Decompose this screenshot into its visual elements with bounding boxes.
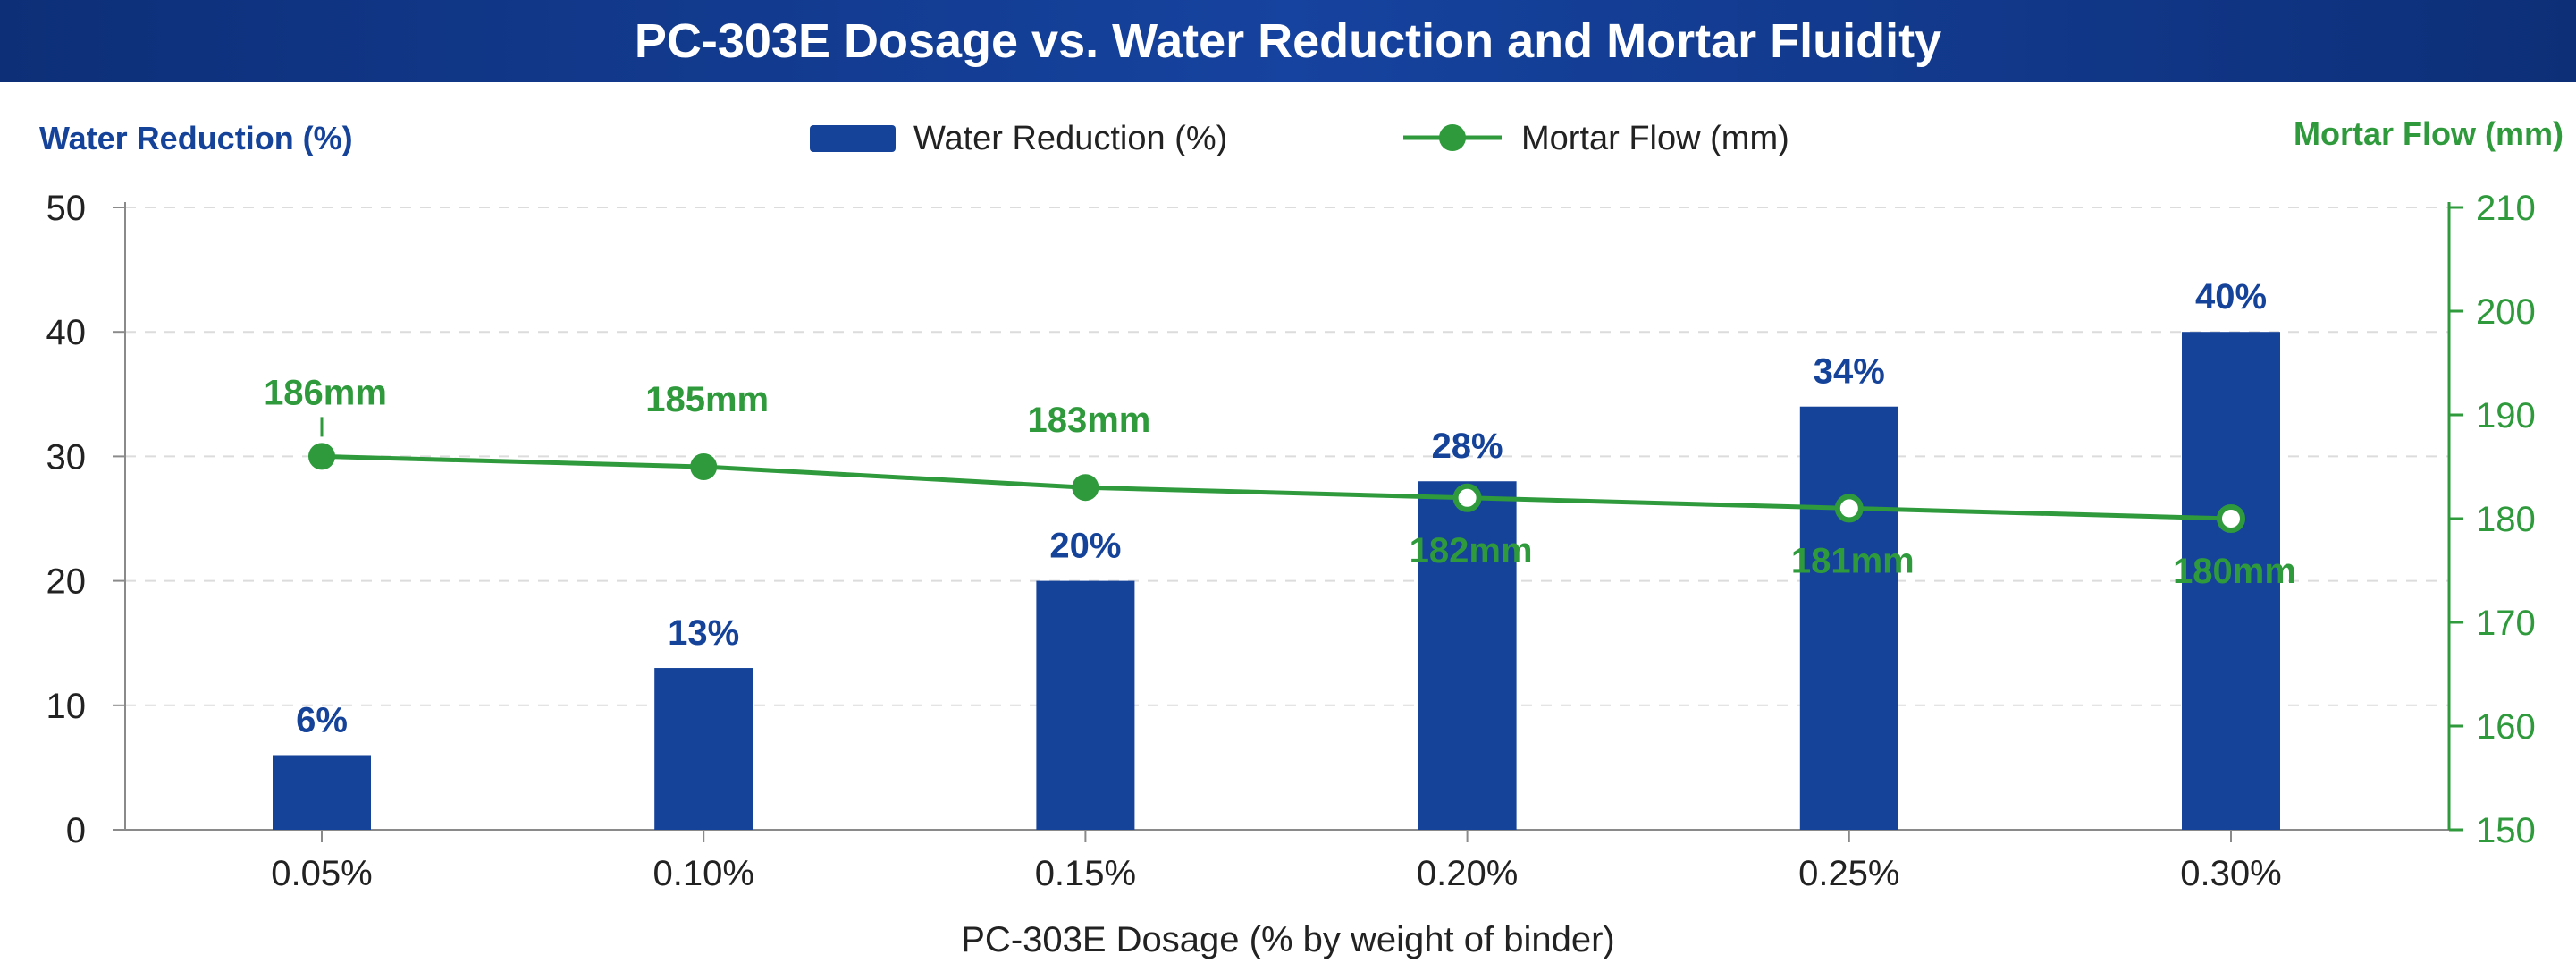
y-left-tick-label: 30 [46,437,87,477]
bar [2182,332,2280,830]
x-tick-label: 0.20% [1417,854,1518,893]
legend-bar-label: Water Reduction (%) [913,120,1227,157]
legend-line-label: Mortar Flow (mm) [1521,120,1789,157]
line-series [308,443,2245,533]
y-right-tick-label: 150 [2476,811,2536,850]
bar-value-label: 20% [1049,527,1121,566]
flow-value-label: 180mm [2173,552,2296,591]
bar [273,755,371,830]
y-right-tick-label: 200 [2476,292,2536,332]
y-left-tick-label: 10 [46,687,87,726]
y-left-tick-label: 0 [66,811,86,850]
bar [654,668,753,830]
axes: Water Reduction (%) Mortar Flow (mm) PC-… [39,115,2563,959]
legend-bar-swatch [810,125,896,152]
y-right-tick-label: 170 [2476,604,2536,643]
y-right-tick-label: 160 [2476,707,2536,747]
bar-value-label: 13% [668,613,739,653]
flow-point [1072,474,1099,502]
flow-value-label: 182mm [1410,531,1533,570]
x-tick-label: 0.25% [1798,854,1899,893]
x-tick-label: 0.15% [1035,854,1136,893]
y-left-tick-label: 40 [46,313,87,352]
flow-value-label: 185mm [645,380,769,419]
y-right-tick-label: 210 [2476,189,2536,228]
bar [1418,481,1517,830]
data-labels: 6% 13% 20% 28% 34% 40% 186mm 185mm 183mm 182mm 181… [264,277,2296,739]
title-bar: PC-303E Dosage vs. Water Reduction and M… [0,0,2576,82]
x-tick-label: 0.30% [2180,854,2281,893]
flow-point [308,443,335,470]
x-tick-label: 0.05% [271,854,372,893]
bar-value-label: 6% [296,700,348,739]
y-left-tick-label: 20 [46,562,87,602]
flow-line [321,453,2232,521]
bar [1799,406,1898,830]
y-right-tick-label: 180 [2476,500,2536,539]
chart-title: PC-303E Dosage vs. Water Reduction and M… [634,14,1942,68]
x-axis-title: PC-303E Dosage (% by weight of binder) [961,920,1614,959]
flow-value-label: 186mm [264,373,387,412]
flow-point [690,453,718,480]
legend-line-marker [1439,124,1466,151]
y-left-axis-title: Water Reduction (%) [39,120,353,156]
flow-point [1834,494,1864,523]
y-right-tick-label: 190 [2476,396,2536,435]
flow-value-label: 183mm [1027,401,1150,440]
gridlines [125,207,2449,706]
bar-value-label: 34% [1814,352,1885,392]
bar-value-label: 40% [2195,277,2267,317]
y-right-axis-title: Mortar Flow (mm) [2294,115,2563,152]
y-left-tick-label: 50 [46,189,87,228]
legend: Water Reduction (%) Mortar Flow (mm) [810,120,1789,157]
bar-series [273,332,2280,830]
bar [1036,580,1135,830]
x-tick-label: 0.10% [652,854,753,893]
flow-value-label: 181mm [1791,541,1915,580]
bar-value-label: 28% [1432,427,1503,466]
flow-point [2217,504,2245,533]
flow-point [1452,483,1482,512]
